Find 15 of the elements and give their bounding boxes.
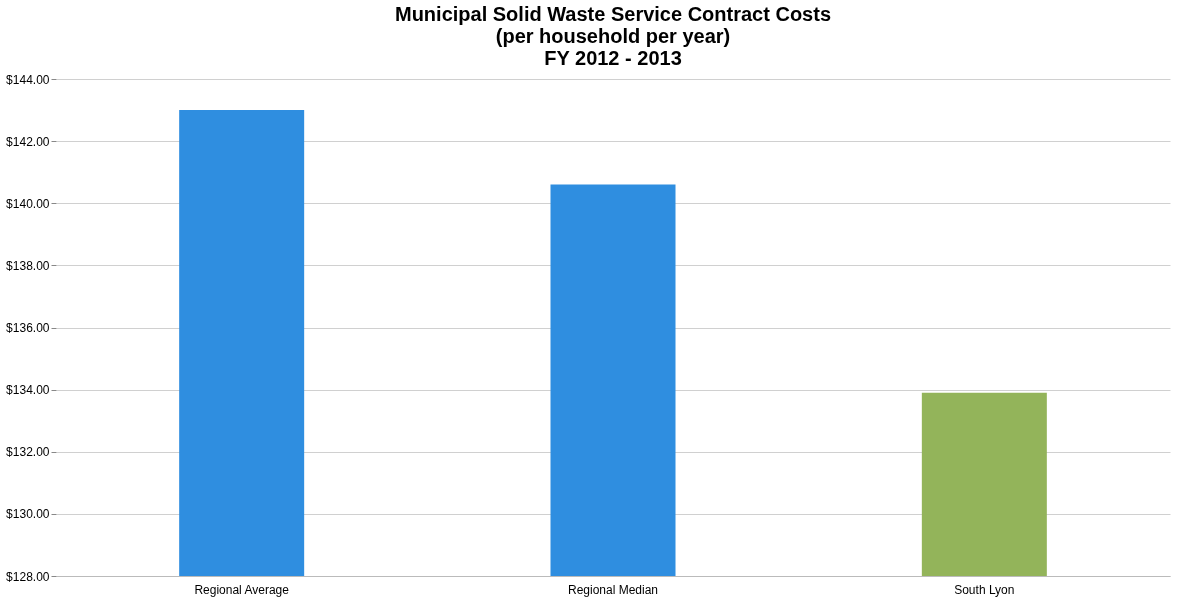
- y-tick-label: $134.00: [6, 383, 50, 398]
- x-tick-label: Regional Average: [194, 582, 290, 597]
- y-tick-label: $130.00: [6, 507, 50, 522]
- text: (per household per year): [495, 25, 731, 47]
- text: Municipal Solid Waste Service Contract Costs: [394, 3, 832, 25]
- y-tick-label: $128.00: [6, 569, 50, 584]
- y-tick-label: $138.00: [6, 258, 50, 273]
- text: FY 2012 - 2013: [544, 47, 682, 69]
- x-tick-label: Regional Median: [567, 582, 659, 597]
- y-tick-label: $144.00: [6, 72, 50, 87]
- y-tick-label: $136.00: [6, 321, 50, 335]
- y-tick-label: $132.00: [6, 445, 50, 460]
- y-tick-label: $142.00: [6, 134, 50, 149]
- y-tick-label: $140.00: [6, 196, 50, 211]
- x-tick-label: South Lyon: [954, 582, 1015, 597]
